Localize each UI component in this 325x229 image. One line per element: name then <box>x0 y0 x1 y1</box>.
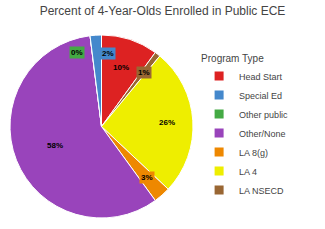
svg-text:3%: 3% <box>141 173 153 182</box>
svg-text:LA 4: LA 4 <box>239 167 257 177</box>
svg-text:LA 8(g): LA 8(g) <box>239 148 268 158</box>
svg-text:26%: 26% <box>159 118 175 127</box>
svg-text:Other public: Other public <box>239 110 288 120</box>
svg-text:LA NSECD: LA NSECD <box>239 186 284 196</box>
svg-text:Head Start: Head Start <box>239 72 283 82</box>
svg-text:Percent of 4-Year-Olds Enrolle: Percent of 4-Year-Olds Enrolled in Publi… <box>40 4 286 18</box>
svg-text:Special Ed: Special Ed <box>239 91 282 101</box>
svg-text:Other/None: Other/None <box>239 129 286 139</box>
svg-text:0%: 0% <box>71 48 83 57</box>
svg-text:58%: 58% <box>47 141 63 150</box>
svg-text:1%: 1% <box>138 68 150 77</box>
svg-text:2%: 2% <box>102 49 114 58</box>
svg-text:Program Type: Program Type <box>201 53 264 64</box>
svg-text:10%: 10% <box>113 63 129 72</box>
